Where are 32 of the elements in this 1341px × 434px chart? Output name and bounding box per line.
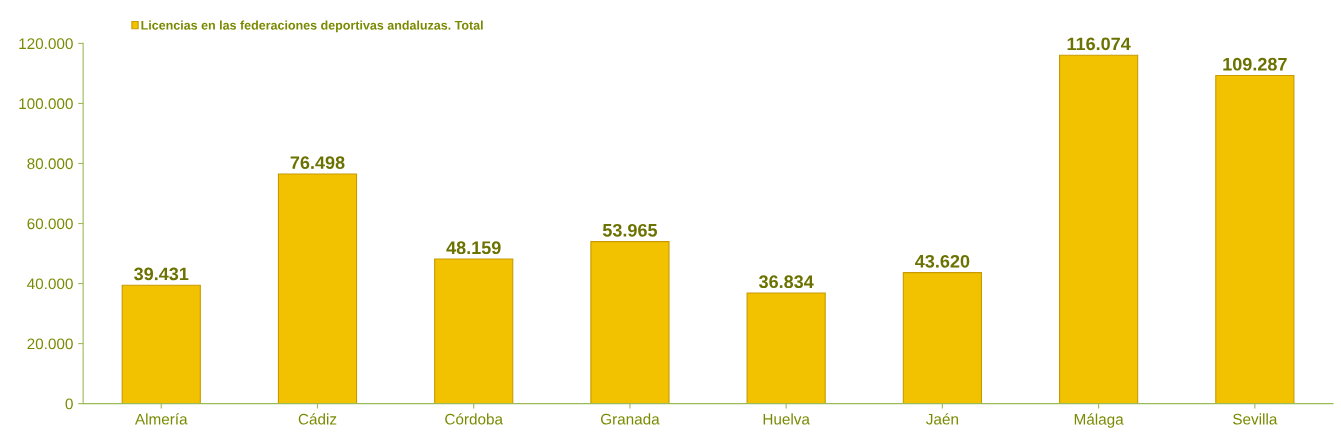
data-label: 109.287 [1223,57,1287,71]
x-tick-label: Córdoba [445,413,504,425]
data-label: 76.498 [290,156,345,170]
x-tick-label: Jaén [926,413,958,425]
bar [277,173,358,404]
x-tick-label: Huelva [763,413,810,425]
bar [1059,54,1139,404]
y-tick-label: 120.000 [19,38,73,50]
y-tick-label: 0 [65,398,73,410]
bar [434,258,514,404]
y-tick-label: 80.000 [27,158,73,170]
x-tick-label: Granada [600,413,660,425]
data-label: 53.965 [602,223,658,237]
bar [121,284,201,404]
x-tick-label: Málaga [1074,413,1124,428]
x-tick-label: Almería [134,413,188,425]
data-label: 39.431 [134,267,189,281]
data-label: 48.159 [446,241,501,255]
legend-label: Licencias en las federaciones deportivas andaluzas. Total [141,20,483,33]
y-tick-label: 40.000 [27,278,73,290]
data-label: 36.834 [758,275,814,289]
data-label: 116.074 [1067,37,1131,51]
bar [590,241,670,404]
bar [902,272,982,404]
y-tick-label: 60.000 [27,218,73,230]
y-tick-label: 20.000 [27,338,73,350]
x-tick-label: Sevilla [1233,413,1278,425]
x-tick-label: Cádiz [298,413,337,425]
data-label: 43.620 [915,254,970,268]
bar [746,292,826,404]
bar [1215,75,1295,404]
y-tick-label: 100.000 [19,98,73,110]
